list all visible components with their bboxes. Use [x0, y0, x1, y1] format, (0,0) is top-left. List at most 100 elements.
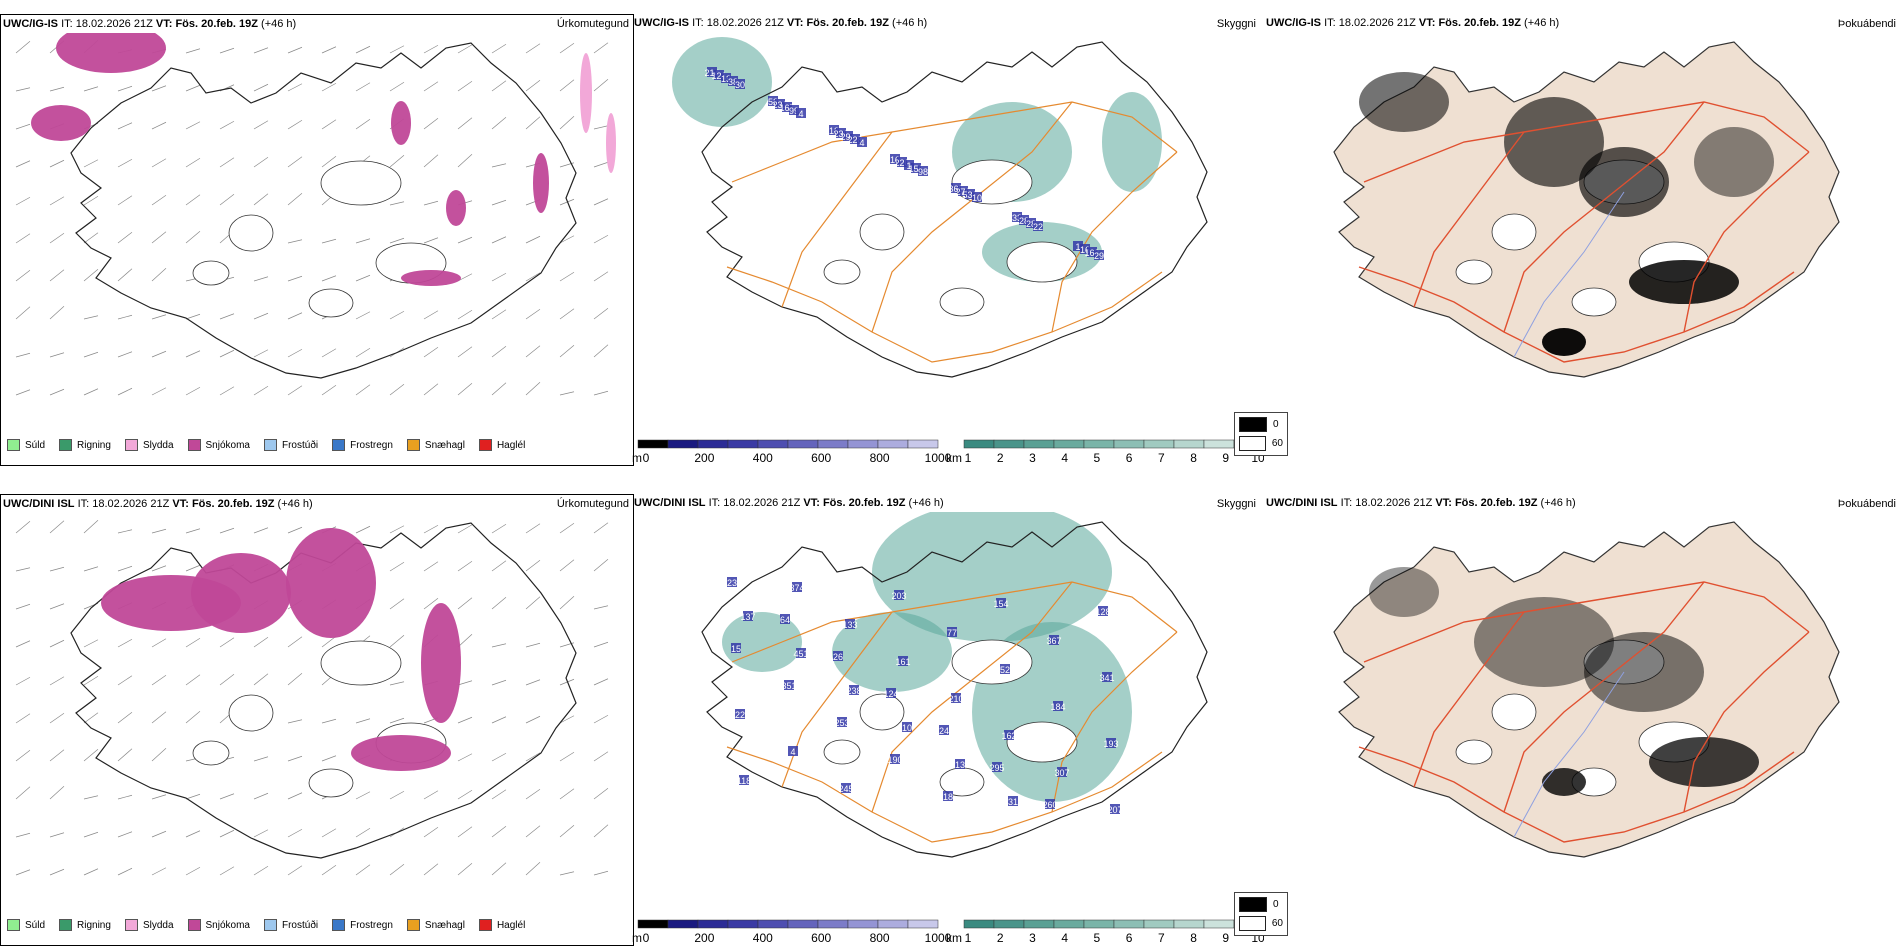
- wind-barb: [219, 637, 235, 648]
- vt-label: VT:: [803, 497, 820, 509]
- legend-swatch: [263, 919, 277, 931]
- ceiling-visibility-panel-1: UWC/IG-IS IT: 18.02.2026 21Z VT: Fös. 20…: [632, 14, 1264, 465]
- wind-barb: [457, 560, 473, 572]
- wind-barb: [151, 638, 167, 648]
- wind-barb: [185, 121, 201, 130]
- snow-area: [533, 153, 549, 213]
- wind-barb: [117, 231, 133, 244]
- wind-barb: [457, 273, 473, 282]
- ceiling-value-label: 28: [1026, 219, 1036, 229]
- ceiling-value-label: 4: [790, 747, 795, 757]
- snow-area: [446, 190, 466, 226]
- wind-barb: [83, 519, 99, 534]
- wind-barb: [15, 749, 31, 762]
- vt-value: Fös. 20.feb. 19Z: [191, 498, 275, 510]
- wind-barb: [151, 158, 167, 168]
- vt-value: Fös. 20.feb. 19Z: [1454, 497, 1538, 509]
- ceiling-cell: [735, 709, 745, 719]
- wind-barb: [83, 268, 99, 282]
- wind-barb: [49, 388, 65, 396]
- model-name: UWC/IG-IS: [1266, 17, 1321, 29]
- wind-barb: [185, 710, 201, 724]
- ceiling-cell: [894, 590, 904, 600]
- wind-barb: [49, 269, 65, 282]
- row-2: UWC/DINI ISL IT: 18.02.2026 21Z VT: Fös.…: [0, 480, 1900, 950]
- snow-area: [56, 33, 166, 73]
- glacier-outline: [859, 213, 905, 251]
- wind-barb: [355, 238, 371, 244]
- ceiling-cell: [1012, 212, 1022, 222]
- wind-barb: [389, 717, 405, 724]
- wind-barb: [185, 528, 201, 534]
- legend-swatch: [263, 439, 277, 451]
- ceiling-cell: [955, 759, 965, 769]
- it-value: 18.02.2026 21Z: [723, 497, 801, 509]
- wind-barb: [253, 756, 269, 762]
- visibility-bar-tick: 3: [1029, 931, 1036, 945]
- ceiling-value-label: 190: [887, 755, 902, 765]
- wind-barb: [83, 159, 99, 168]
- wind-barb: [457, 716, 473, 724]
- glacier-outline: [1571, 287, 1617, 317]
- ceiling-value-label: 133: [842, 620, 857, 630]
- wind-barb: [49, 868, 65, 876]
- wind-barb: [423, 383, 439, 396]
- ceiling-value-label: 22: [735, 710, 745, 720]
- ceiling-cell: [841, 783, 851, 793]
- wind-barb: [49, 785, 65, 800]
- wind-barb: [525, 825, 541, 838]
- wind-barb: [491, 789, 507, 800]
- wind-barb: [525, 116, 541, 130]
- wind-barb: [117, 314, 133, 320]
- ceiling-cell: [782, 102, 792, 112]
- legend-item: Snjókoma: [187, 439, 250, 451]
- road-line: [1413, 131, 1525, 308]
- legend-swatch: [7, 439, 20, 451]
- wind-barb: [491, 80, 507, 92]
- wind-barb: [15, 567, 31, 572]
- fog-legend: 0 60: [1234, 412, 1288, 456]
- ceiling-bar-swatch: [847, 919, 879, 929]
- ceiling-value-label: 52: [1000, 665, 1010, 675]
- legend-item: Snjókoma: [187, 919, 250, 931]
- wind-barb: [253, 276, 269, 282]
- panel-header: UWC/IG-IS IT: 18.02.2026 21Z VT: Fös. 20…: [1266, 17, 1559, 29]
- ceiling-cell: [951, 183, 961, 193]
- visibility-bar-swatch: [963, 919, 995, 929]
- visibility-bar-tick: 5: [1094, 451, 1101, 465]
- wind-barb: [423, 826, 439, 838]
- fog-legend-item: 60: [1239, 436, 1283, 451]
- ceiling-cell: [897, 157, 907, 167]
- ceiling-cell: [1073, 241, 1083, 251]
- wind-barb: [219, 120, 235, 130]
- ceiling-value-label: 124: [883, 689, 898, 699]
- ceiling-bar-tick: 800: [870, 451, 890, 465]
- wind-barb: [49, 232, 65, 244]
- ceiling-cell: [768, 96, 778, 106]
- ceiling-cell: [1008, 796, 1018, 806]
- wind-barb: [355, 118, 371, 130]
- ceiling-cell: [731, 643, 741, 653]
- fog-map: [1333, 41, 1840, 378]
- legend-swatch: [406, 439, 420, 451]
- ceiling-cell: [911, 163, 921, 173]
- ceiling-cell: [1110, 804, 1120, 814]
- wind-barb: [423, 524, 439, 534]
- wind-barb: [525, 679, 541, 686]
- ceiling-bar-tick: 600: [811, 451, 831, 465]
- wind-barb: [287, 828, 303, 838]
- fog-legend-swatch: [1239, 916, 1266, 931]
- legend-swatch: [406, 919, 420, 931]
- sleet-area: [580, 53, 592, 133]
- snow-area: [391, 101, 411, 145]
- glacier-outline: [308, 288, 354, 318]
- ceiling-cell: [739, 775, 749, 785]
- wind-barb: [491, 523, 507, 534]
- legend-swatch: [332, 439, 346, 451]
- snow-area: [191, 553, 291, 633]
- ceiling-value-label: 228: [847, 135, 862, 145]
- it-label: IT:: [708, 497, 721, 509]
- ceiling-cell: [904, 160, 914, 170]
- wind-barb: [321, 384, 337, 396]
- visibility-area: [722, 612, 802, 672]
